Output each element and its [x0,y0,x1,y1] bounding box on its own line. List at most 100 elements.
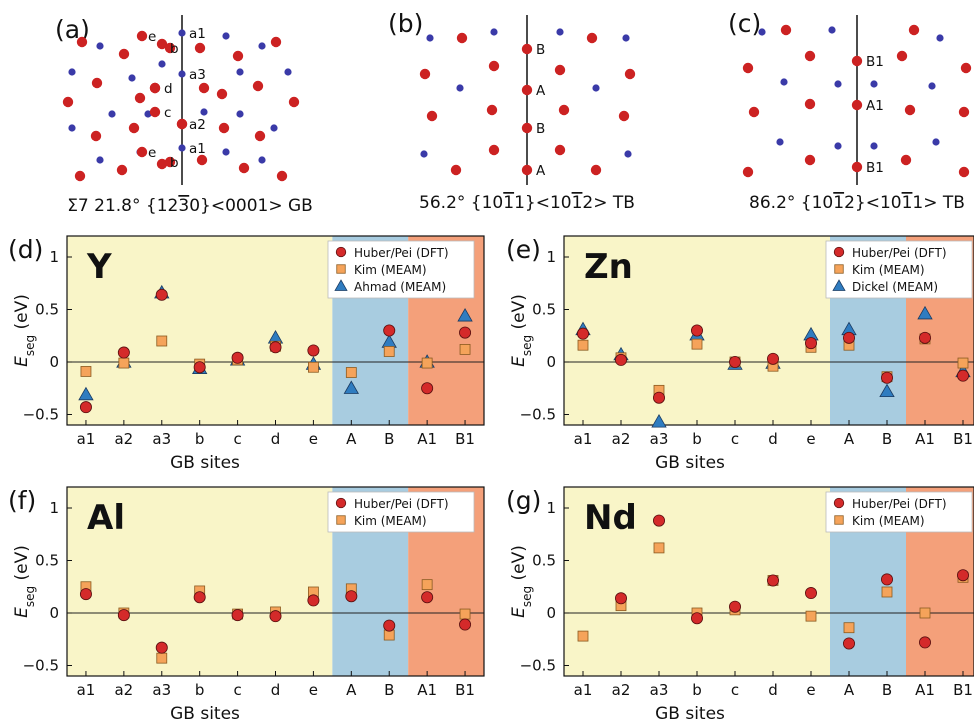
red-atom [450,164,462,176]
gb-region-bg [67,236,333,425]
data-point-triangle [343,380,360,394]
structure-caption: Σ7 21.8° {1230}<0001> GB [67,196,313,216]
legend-marker-circle [833,246,845,258]
red-atom [748,106,760,118]
x-tick-label: d [768,430,778,448]
red-atom [554,144,566,156]
blue-atom [284,68,292,76]
legend-box [825,240,973,299]
x-tick-label: A1 [417,681,437,699]
blue-atom [96,156,104,164]
red-atom [156,38,168,50]
data-point-circle [193,361,206,374]
x-tick-label: d [271,430,281,448]
site-label: a3 [189,67,206,83]
y-label-sub: seg [23,586,37,607]
x-tick-label: a2 [114,681,133,699]
site-label: e [148,145,156,161]
x-tick-label: b [692,430,702,448]
caption-text: 1> TB [912,193,965,213]
chart-y: −0.5 0 0.5 1 a1 a2 a3 b c d e A B A1 B1 GB sites Eseg (e… [8,235,485,473]
blue-atom [870,142,878,150]
blue-atom [68,124,76,132]
y-label-symbol: E [509,356,529,367]
y-axis-label: Eseg (eV) [12,294,37,367]
data-point-triangle [78,386,94,401]
blue-atom [222,32,230,40]
red-atom [276,170,288,182]
site-label: d [164,81,173,97]
blue-atom [236,110,244,118]
structure-caption: 86.2° {1012}<1011> TB [749,193,965,213]
red-atom [270,36,282,48]
blue-atom [870,80,878,88]
site-atom [178,144,186,152]
legend-marker-square [834,264,844,274]
site-atom [521,164,533,176]
blue-atom [270,124,278,132]
data-point-circle [577,327,590,340]
x-tick-label: e [806,430,815,448]
blue-atom [258,42,266,50]
x-tick-label: e [806,681,815,699]
red-atom [804,50,816,62]
site-label: c [164,105,171,121]
y-axis-label: Eseg (eV) [12,545,37,618]
caption-text: 56.2° {10 [419,193,503,213]
y-label-symbol: E [509,607,529,618]
red-atom [958,106,970,118]
legend-marker-circle [335,497,347,509]
caption-text: Σ7 21.8° {12 [67,196,178,216]
y-label-sub: seg [520,335,534,356]
data-point-circle [117,609,130,622]
data-point-circle [653,514,666,527]
blue-atom [928,82,936,90]
x-tick-label: b [195,430,205,448]
red-atom [238,162,250,174]
x-tick-label: A1 [915,681,935,699]
site-atom [164,156,176,168]
data-point-square [118,357,130,369]
data-point-circle [767,574,780,587]
blue-atom [556,28,564,36]
red-atom [288,96,300,108]
red-atom [90,130,102,142]
caption-text: 1}<10 [514,193,572,213]
blue-atom [834,142,842,150]
site-atom [136,146,148,158]
site-atom [136,30,148,42]
x-axis-label: GB sites [170,453,240,473]
legend-label: Huber/Pei (DFT) [354,246,449,260]
panel-label: (c) [728,9,761,38]
data-point-circle [79,588,92,601]
blue-atom [426,34,434,42]
gb-region-bg [67,487,333,676]
x-tick-label: a3 [152,430,171,448]
legend-marker-triangle [832,279,846,291]
data-point-circle [615,353,628,366]
data-point-square [308,361,319,373]
red-atom [960,62,972,74]
data-point-square [881,586,893,598]
red-atom [486,104,498,116]
data-point-circle [79,401,92,414]
x-tick-label: e [309,430,318,448]
data-point-circle [843,331,856,344]
site-label: B [536,121,545,137]
data-point-square [345,367,357,378]
x-tick-label: A1 [915,430,935,448]
blue-atom [592,84,600,92]
legend-label: Kim (MEAM) [852,514,925,528]
y-label-sub: seg [520,586,534,607]
site-atom [521,84,533,96]
data-point-circle [919,331,932,344]
blue-atom [490,28,498,36]
data-point-circle [193,591,206,604]
data-point-circle [345,590,358,603]
y-tick-label: −0.5 [23,657,59,675]
data-point-circle [307,344,320,357]
gb-region-bg [564,487,830,676]
data-point-square [805,610,817,622]
